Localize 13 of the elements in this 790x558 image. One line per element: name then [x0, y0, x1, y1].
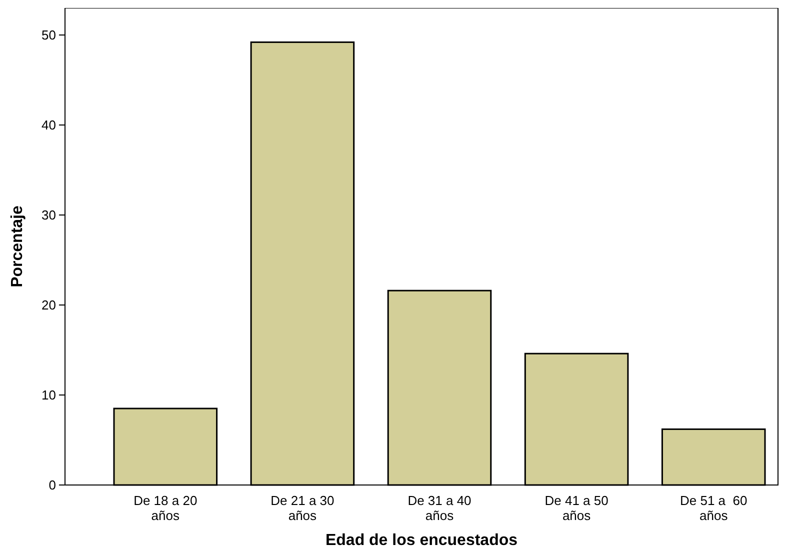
x-tick-label: De 21 a 30 años: [270, 493, 334, 523]
y-axis-title: Porcentaje: [9, 205, 26, 288]
x-tick-label: De 31 a 40 años: [408, 493, 472, 523]
y-tick-label: 20: [42, 298, 56, 313]
y-tick-label: 30: [42, 208, 56, 223]
x-tick-label: De 41 a 50 años: [544, 493, 608, 523]
y-tick-label: 40: [42, 118, 56, 133]
y-tick-label: 0: [48, 478, 56, 493]
x-tick-label: De 51 a 60 años: [680, 493, 748, 523]
y-tick-label: 10: [42, 388, 56, 403]
x-axis-title: Edad de los encuestados: [325, 532, 518, 549]
y-tick-label: 50: [42, 28, 56, 43]
x-tick-label: De 18 a 20 años: [134, 493, 198, 523]
